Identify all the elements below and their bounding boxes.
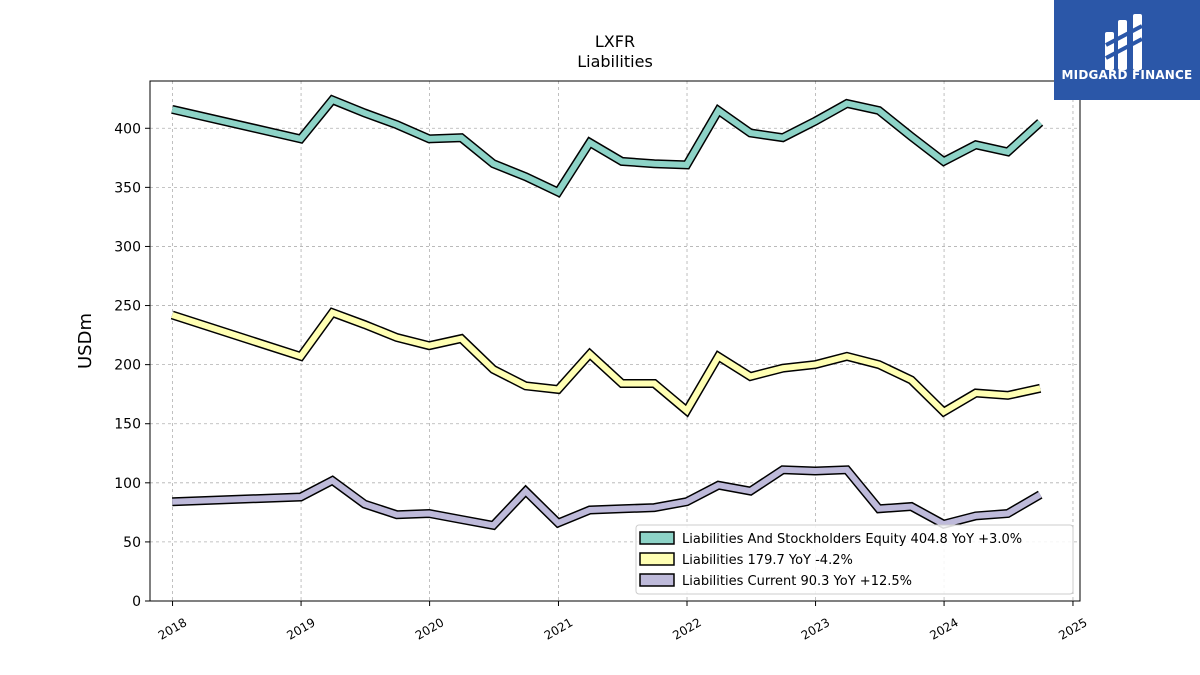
legend-box <box>635 524 1074 595</box>
y-tick-label: 200 <box>114 358 141 374</box>
series-outline-0 <box>171 94 1044 198</box>
legend: Liabilities And Stockholders Equity 404.… <box>635 524 1074 595</box>
y-tick-label: 100 <box>114 476 141 492</box>
x-tick-label: 2018 <box>156 615 189 642</box>
series-outline-1 <box>170 307 1042 418</box>
legend-swatch-0 <box>639 531 675 545</box>
y-axis-label: USDm <box>75 313 96 369</box>
chart-subtitle: Liabilities <box>577 52 653 71</box>
brand-logo: MIDGARD FINANCE <box>1054 0 1200 100</box>
x-tick-label: 2020 <box>413 615 446 642</box>
y-tick-label: 300 <box>114 239 141 255</box>
legend-swatch-1 <box>639 552 675 566</box>
y-tick-label: 350 <box>114 180 141 196</box>
series-line-2 <box>172 466 1042 529</box>
x-tick-label: 2023 <box>799 615 832 642</box>
x-tick-label: 2025 <box>1056 615 1089 642</box>
series-line-0 <box>171 96 1043 196</box>
chart-title: LXFR <box>594 32 636 51</box>
brand-name: MIDGARD FINANCE <box>1061 68 1193 82</box>
brand-mark-icon <box>1105 14 1143 70</box>
x-tick-label: 2021 <box>542 615 575 642</box>
x-tick-label: 2022 <box>670 615 703 642</box>
series-lines <box>170 94 1044 531</box>
legend-swatch-2 <box>639 573 675 587</box>
series-line-1 <box>171 308 1041 416</box>
y-tick-label: 0 <box>132 594 141 610</box>
y-tick-label: 250 <box>114 299 141 315</box>
y-tick-label: 150 <box>114 417 141 433</box>
legend-label-0: Liabilities And Stockholders Equity 404.… <box>682 532 1022 547</box>
plot-frame <box>149 80 1081 602</box>
y-tick-label: 50 <box>123 535 141 551</box>
legend-label-2: Liabilities Current 90.3 YoY +12.5% <box>682 574 912 589</box>
legend-label-1: Liabilities 179.7 YoY -4.2% <box>682 553 853 568</box>
x-tick-label: 2024 <box>927 615 960 642</box>
x-tick-label: 2019 <box>284 615 317 642</box>
y-tick-label: 400 <box>114 121 141 137</box>
